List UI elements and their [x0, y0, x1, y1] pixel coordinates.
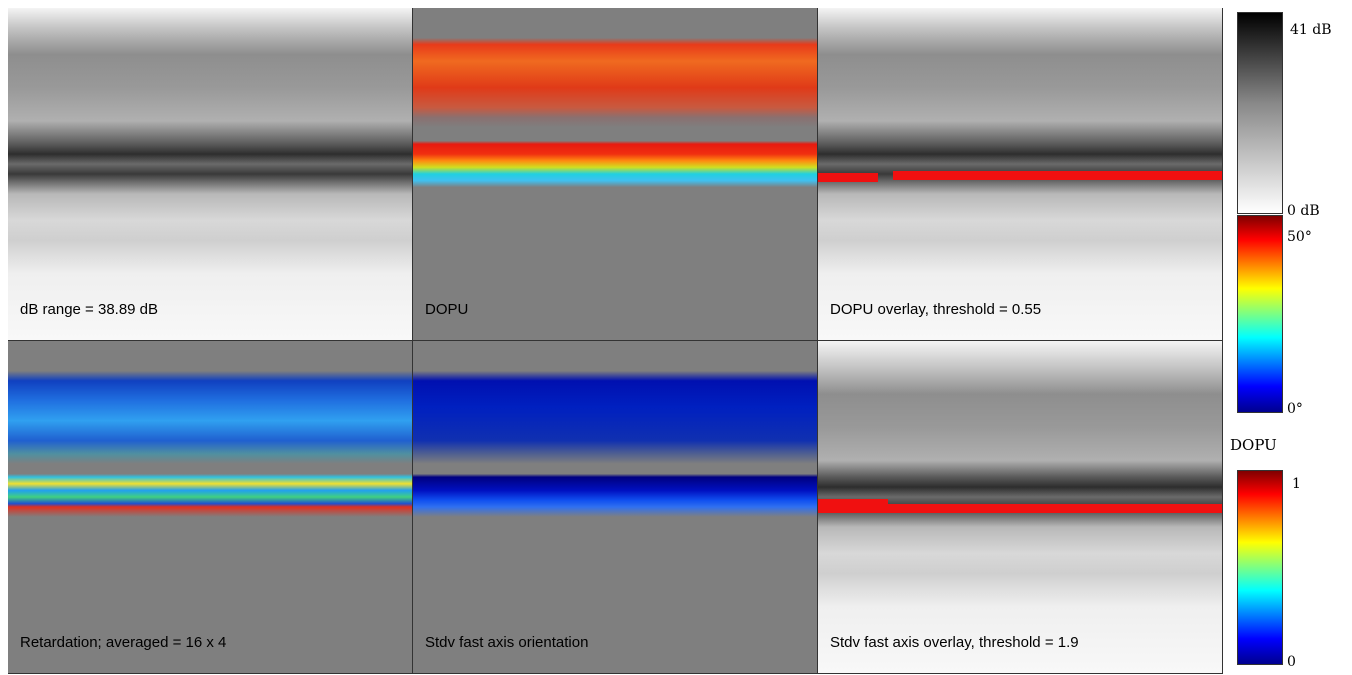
- panel-label: DOPU: [425, 301, 469, 318]
- image-panel: DOPU overlay, threshold = 0.55: [818, 8, 1223, 341]
- image-panel: DOPU: [413, 8, 818, 341]
- panel-label: Stdv fast axis orientation: [425, 634, 589, 651]
- colorbar-label: 0: [1287, 654, 1296, 670]
- overlay: [818, 173, 878, 182]
- colorbar-label: 1: [1292, 476, 1301, 492]
- colorbar: [1237, 470, 1283, 665]
- overlay: [818, 499, 888, 513]
- panel-label: Stdv fast axis overlay, threshold = 1.9: [830, 634, 1079, 651]
- panel-label: Retardation; averaged = 16 x 4: [20, 634, 227, 651]
- image-panel: Retardation; averaged = 16 x 4: [8, 341, 413, 674]
- colorbar-label: 50°: [1287, 229, 1312, 245]
- image-panel: Stdv fast axis orientation: [413, 341, 818, 674]
- colorbar: [1237, 215, 1283, 413]
- image-panel: dB range = 38.89 dB: [8, 8, 413, 341]
- image-panel: Stdv fast axis overlay, threshold = 1.9: [818, 341, 1223, 674]
- colorbar: [1237, 12, 1283, 214]
- overlay: [888, 504, 1222, 513]
- panel-label: dB range = 38.89 dB: [20, 301, 159, 318]
- overlay: [893, 171, 1222, 180]
- panel-label: DOPU overlay, threshold = 0.55: [830, 301, 1042, 318]
- colorbar-label: 41 dB: [1290, 22, 1332, 38]
- colorbar-title: DOPU: [1230, 436, 1277, 454]
- colorbar-label: 0 dB: [1287, 203, 1320, 219]
- colorbar-label: 0°: [1287, 401, 1303, 417]
